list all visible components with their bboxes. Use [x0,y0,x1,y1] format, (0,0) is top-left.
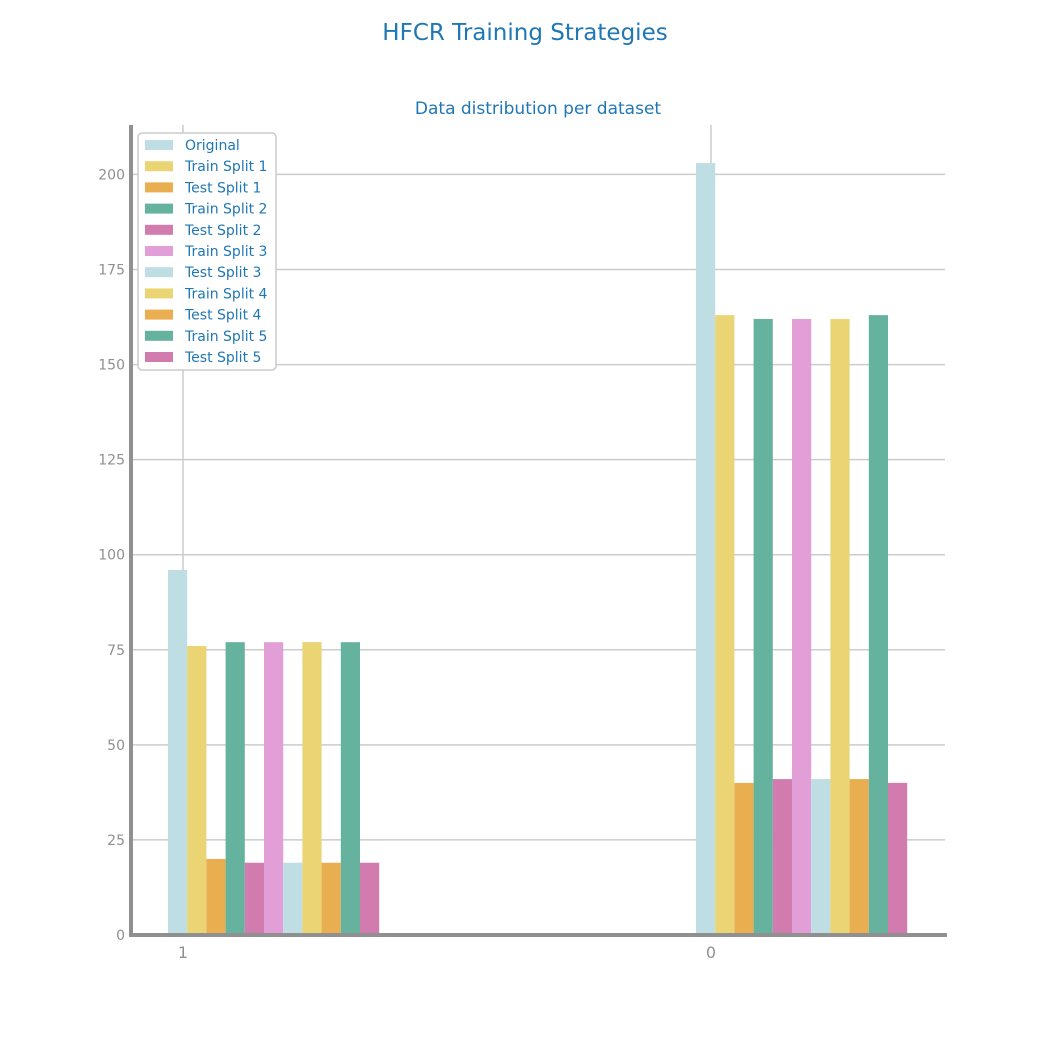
bar [811,779,831,935]
bar [244,862,264,935]
legend-label: Test Split 1 [184,180,261,196]
bar [187,645,207,935]
bar [321,862,341,935]
legend-swatch [145,224,173,235]
legend-label: Test Split 2 [184,223,261,239]
bar [868,315,888,935]
bar [715,315,735,935]
legend-label: Train Split 2 [184,202,267,218]
bar [225,642,245,935]
x-tick-label: 1 [178,943,188,962]
legend-swatch [145,182,173,193]
bars [168,163,908,935]
legend-label: Train Split 3 [184,244,267,260]
legend: Original Train Split 1 Test Split 1 Train S… [137,132,277,371]
y-tick-label: 50 [107,738,125,754]
figure-title: HFCR Training Strategies [382,20,667,46]
legend-label: Test Split 5 [184,350,261,366]
bar [340,642,360,935]
y-tick-label: 175 [98,263,125,279]
y-tick-label: 0 [116,928,125,944]
legend-swatch [145,352,173,362]
y-tick-label: 75 [107,643,125,659]
bar [734,782,754,935]
y-tick-label: 150 [98,358,125,374]
legend-label: Test Split 3 [184,265,261,281]
bar [830,318,850,935]
axes: 0 25 50 75 100 125 150 175 200 1 0 [98,125,947,962]
bar [792,318,812,935]
bar [696,163,716,935]
y-tick-label: 25 [107,833,125,849]
legend-label: Train Split 1 [184,159,267,175]
legend-swatch [145,203,173,214]
legend-swatch [145,330,173,341]
bar [360,862,380,935]
bar [753,318,773,935]
y-tick-label: 125 [98,453,125,469]
x-tick-label: 0 [706,943,716,962]
bar [849,779,869,935]
legend-swatch [145,246,173,256]
legend-swatch [145,309,173,320]
bar [888,782,908,935]
legend-label: Original [185,138,240,154]
bar [264,642,284,935]
legend-swatch [145,288,173,299]
bar [168,569,188,935]
legend-label: Train Split 5 [184,329,267,345]
y-tick-label: 100 [98,548,125,564]
chart-title: Data distribution per dataset [415,99,662,119]
bar [283,862,303,935]
legend-swatch [145,140,173,150]
legend-swatch [145,267,173,278]
legend-label: Train Split 4 [184,286,268,302]
bar [302,642,322,935]
bar [772,779,792,935]
legend-label: Test Split 4 [184,308,262,324]
bar [206,858,226,935]
y-tick-label: 200 [98,167,125,183]
legend-swatch [145,161,173,172]
